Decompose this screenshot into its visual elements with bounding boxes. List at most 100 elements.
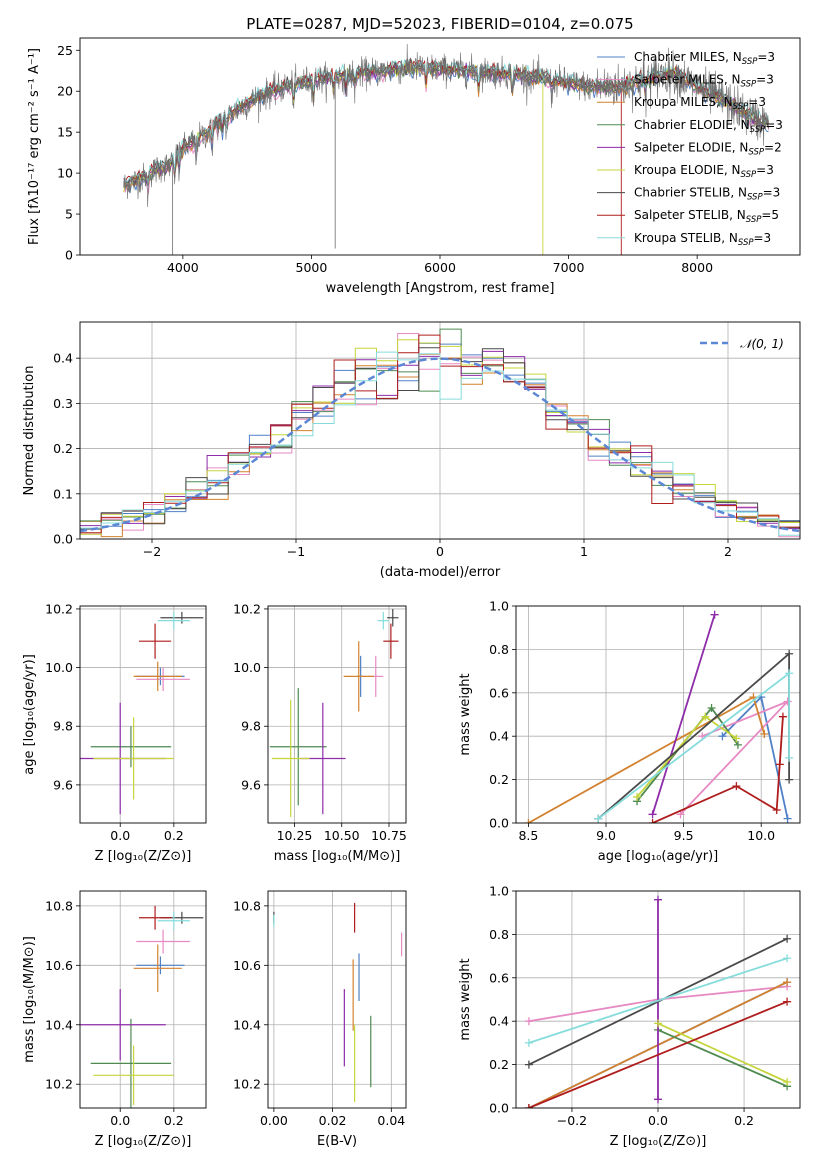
weight-point-marker — [654, 1095, 662, 1104]
x-tick-label: 10.75 — [371, 828, 407, 843]
weight-point-marker — [654, 895, 662, 904]
axes-spectrum: 4000 5000 6000 7000 8000 0 5 10 15 20 25 wavelength… — [27, 37, 801, 296]
plot-area-mass_vs_Z — [80, 905, 204, 1108]
weight-point-marker — [783, 978, 792, 987]
axes-frame — [79, 890, 207, 1109]
weight-point-marker — [524, 819, 533, 823]
x-tick-label: 7000 — [553, 260, 585, 275]
y-tick-label: 1.0 — [489, 599, 509, 614]
legend-label: Salpeter STELIB, NSSP=5 — [634, 208, 779, 225]
weight-point-marker — [772, 805, 781, 814]
y-tick-label: 10.2 — [45, 1077, 73, 1092]
axes-weight_vs_Z: −0.2 0.0 0.2 0.0 0.2 0.4 0.6 0.8 1.0 Z [log₁₀(Z/Z… — [458, 884, 801, 1149]
weight-series-line — [636, 715, 737, 798]
y-tick-label: 0.6 — [489, 970, 509, 985]
weight-point-marker — [732, 782, 741, 791]
y-tick-label: 10.2 — [45, 601, 73, 616]
plot-area-weight_vs_Z — [524, 895, 792, 1108]
plot-area-mass_vs_ebv — [273, 902, 403, 1103]
weight-point-marker — [701, 712, 710, 721]
y-tick-label: 0.8 — [489, 642, 509, 657]
x-axis-label: wavelength [Angstrom, rest frame] — [326, 281, 555, 296]
x-tick-label: 0.2 — [734, 1113, 754, 1128]
axes-frame — [267, 605, 407, 824]
legend-label: Chabrier ELODIE, NSSP=3 — [634, 118, 783, 135]
x-axis-label: (data-model)/error — [380, 565, 501, 580]
x-tick-label: 4000 — [167, 260, 199, 275]
y-tick-label: 10.0 — [233, 660, 261, 675]
x-axis-label: age [log₁₀(age/yr)] — [598, 849, 719, 864]
weight-point-marker — [733, 740, 742, 749]
legend-spectrum: Chabrier MILES, NSSP=3 Salpeter MILES, NS… — [597, 50, 783, 248]
weight-point-marker — [785, 669, 794, 678]
y-tick-label: 0.6 — [489, 685, 509, 700]
y-tick-label: 1.0 — [489, 884, 509, 899]
weight-series-line — [528, 957, 788, 1044]
weight-point-marker — [775, 760, 784, 769]
axes-frame — [267, 890, 407, 1109]
weight-point-marker — [654, 1019, 662, 1028]
grid-age_vs_Z — [80, 606, 206, 823]
y-axis-label: mass [log₁₀(M/M⊙)] — [22, 936, 37, 1063]
weight-point-marker — [785, 775, 794, 784]
legend-residuals: 𝒩(0, 1) — [700, 337, 784, 351]
legend-label: Chabrier MILES, NSSP=3 — [634, 50, 775, 67]
y-tick-label: 0.2 — [489, 772, 509, 787]
y-tick-label: 10.8 — [233, 898, 261, 913]
x-tick-label: −1 — [287, 544, 305, 559]
grid-mass_vs_ebv — [268, 891, 406, 1108]
weight-series-line — [679, 700, 789, 815]
y-tick-label: 9.6 — [241, 777, 261, 792]
normal-reference-curve — [80, 357, 800, 533]
y-axis-label: Flux [fλ10⁻¹⁷ erg cm⁻² s⁻¹ A⁻¹] — [27, 48, 42, 245]
axes-frame — [79, 321, 801, 540]
x-tick-label: 0.2 — [164, 1113, 184, 1128]
x-tick-label: 0 — [436, 544, 444, 559]
weight-point-marker — [524, 1104, 533, 1108]
y-tick-label: 10 — [57, 166, 73, 181]
axes-frame — [515, 605, 801, 824]
weight-point-marker — [707, 703, 716, 712]
y-tick-label: 5 — [65, 207, 73, 222]
x-tick-label: 6000 — [424, 260, 456, 275]
y-tick-label: 20 — [57, 84, 73, 99]
x-tick-label: 0.00 — [260, 1113, 288, 1128]
weight-point-marker — [783, 997, 792, 1006]
y-tick-label: 10.2 — [233, 601, 261, 616]
legend-label: Kroupa MILES, NSSP=3 — [634, 95, 766, 112]
x-axis-label: Z [log₁₀(Z/Z⊙)] — [610, 1134, 707, 1149]
plot-area-residuals — [80, 328, 800, 538]
x-tick-label: 0.04 — [377, 1113, 405, 1128]
y-tick-label: 9.8 — [53, 719, 73, 734]
x-axis-label: mass [log₁₀(M/M⊙)] — [274, 849, 401, 864]
weight-point-marker — [783, 934, 792, 943]
y-tick-label: 0.0 — [53, 532, 73, 547]
axes-residuals: −2 −1 0 1 2 0.0 0.1 0.2 0.3 0.4 (data-model)/error… — [22, 321, 801, 580]
weight-point-marker — [783, 697, 792, 706]
legend-label: 𝒩(0, 1) — [740, 337, 784, 351]
weight-point-marker — [594, 814, 603, 823]
observed-spectrum-line — [123, 43, 770, 208]
y-tick-label: 0.2 — [53, 441, 73, 456]
axes-mass_vs_Z: 0.0 0.2 10.2 10.4 10.6 10.8 Z [log₁₀(Z/Z⊙)] mas… — [22, 890, 207, 1149]
weight-series-line — [528, 937, 788, 1066]
x-tick-label: 10.50 — [324, 828, 360, 843]
y-axis-label: mass weight — [458, 673, 473, 755]
weight-point-marker — [524, 1060, 533, 1069]
weight-point-marker — [783, 1077, 792, 1086]
weight-point-marker — [785, 649, 794, 658]
weight-series-line — [597, 671, 790, 820]
x-tick-label: 5000 — [296, 260, 328, 275]
weight-point-marker — [633, 792, 642, 801]
y-tick-label: 0.0 — [489, 1101, 509, 1116]
y-axis-label: age [log₁₀(age/yr)] — [22, 654, 37, 775]
x-tick-label: −0.2 — [557, 1113, 587, 1128]
x-tick-label: 0.2 — [164, 828, 184, 843]
x-tick-label: 9.5 — [674, 828, 694, 843]
y-tick-label: 25 — [57, 43, 73, 58]
x-tick-label: 8000 — [681, 260, 713, 275]
weight-point-marker — [783, 954, 792, 963]
plot-area-age_vs_mass — [269, 608, 399, 818]
x-tick-label: 10.0 — [747, 828, 775, 843]
y-tick-label: 0.4 — [489, 729, 509, 744]
